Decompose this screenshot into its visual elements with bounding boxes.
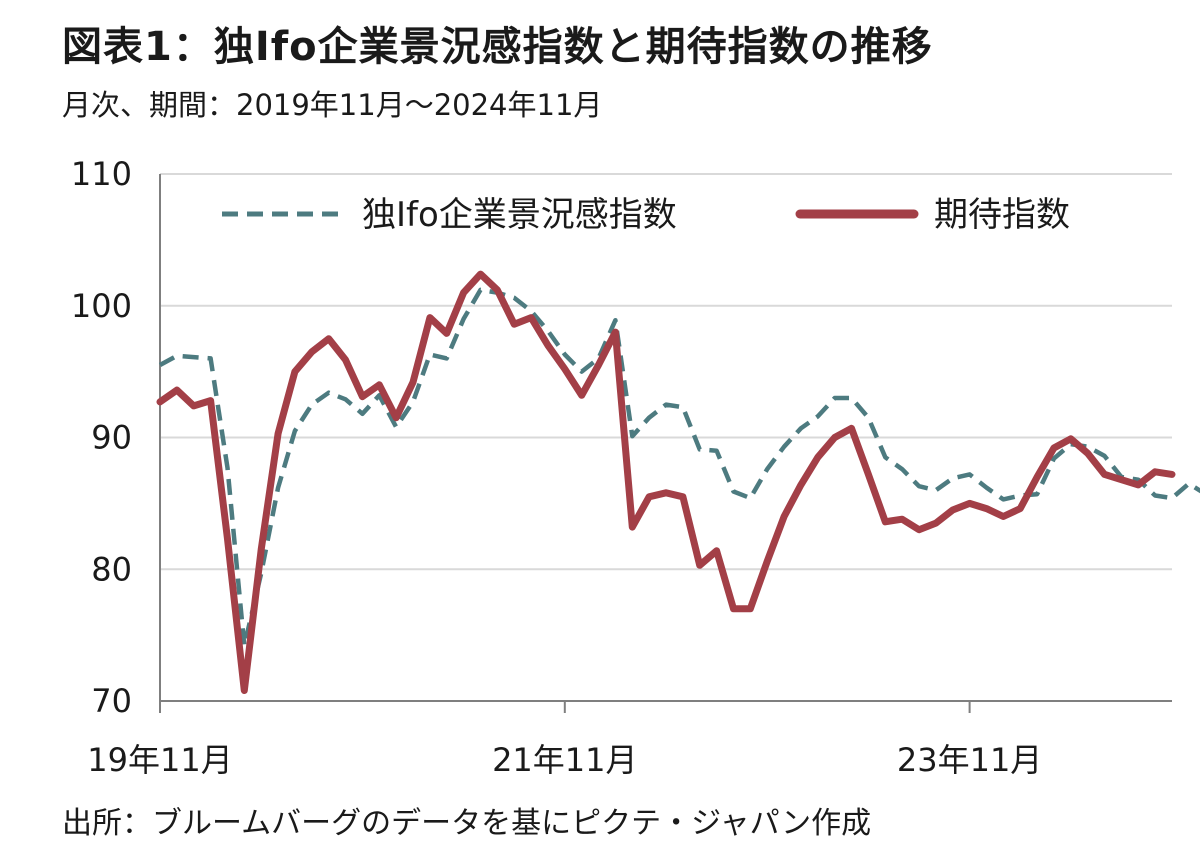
- source-note: 出所：ブルームバーグのデータを基にピクテ・ジャパン作成: [62, 806, 872, 841]
- y-tick-label: 70: [91, 682, 132, 720]
- axis-layer: [159, 174, 1172, 713]
- x-tick-label: 19年11月: [87, 741, 232, 779]
- grid-layer: [160, 173, 1172, 571]
- page-subtitle: 月次、期間：2019年11月～2024年11月: [62, 88, 603, 122]
- x-tick-label: 23年11月: [897, 741, 1042, 779]
- x-tick-labels: 19年11月 21年11月 23年11月: [87, 741, 1042, 779]
- x-tick-label: 21年11月: [492, 741, 637, 779]
- page-title: 図表1：独Ifo企業景況感指数と期待指数の推移: [62, 24, 933, 70]
- y-tick-label: 80: [91, 550, 132, 588]
- legend: 独Ifo企業景況感指数 期待指数: [222, 195, 1070, 235]
- series-layer: [156, 270, 1200, 694]
- y-tick-label: 90: [91, 419, 132, 457]
- legend-label-expectations: 期待指数: [934, 195, 1070, 235]
- y-tick-label: 110: [71, 155, 132, 193]
- y-tick-label: 100: [71, 287, 132, 325]
- series-line-expectations: [156, 270, 1176, 694]
- legend-label-ifo: 独Ifo企業景況感指数: [362, 195, 677, 235]
- y-tick-labels: 70 80 90 100 110: [71, 155, 132, 720]
